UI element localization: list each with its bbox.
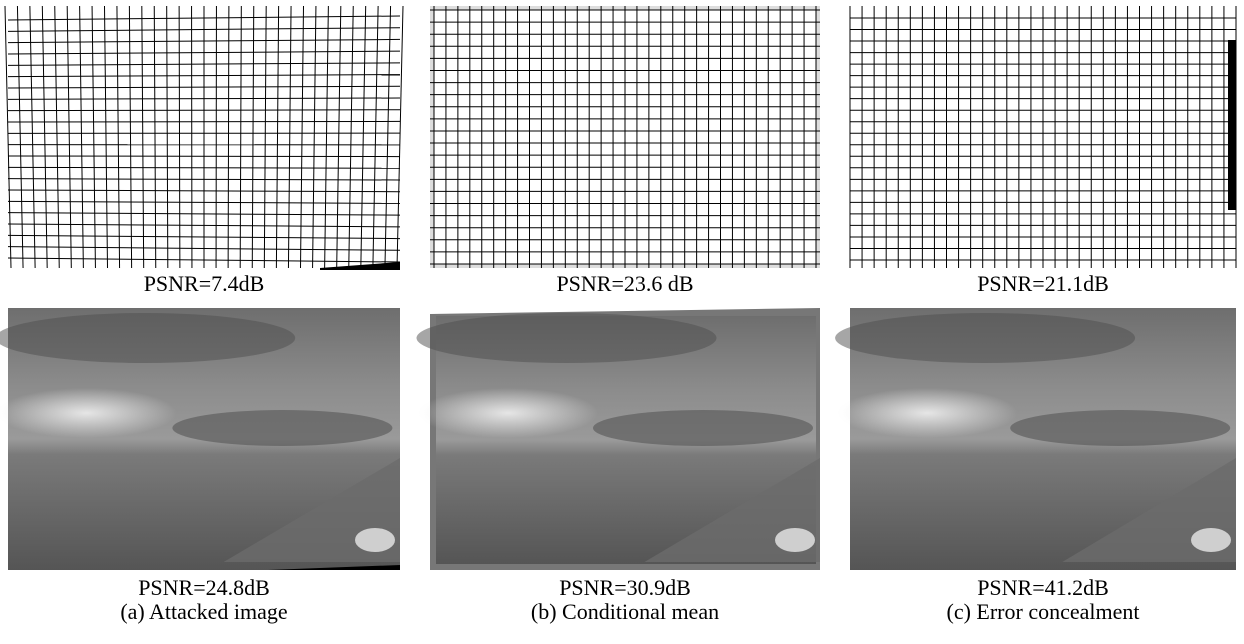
cloud — [593, 410, 813, 446]
glow — [418, 388, 598, 438]
cloud — [1010, 410, 1230, 446]
grid-image — [850, 6, 1236, 268]
dark-cloud — [835, 313, 1135, 363]
panel-caption: (b) Conditional mean — [531, 599, 719, 624]
foam — [355, 528, 395, 552]
cloud — [172, 410, 392, 446]
glow — [0, 388, 176, 438]
panel-caption: (c) Error concealment — [947, 599, 1140, 624]
dark-cloud — [0, 313, 295, 363]
foam — [1191, 528, 1231, 552]
photo — [0, 308, 400, 570]
grid-image — [5, 6, 403, 270]
grid-psnr: PSNR=23.6 dB — [556, 271, 693, 296]
grid-psnr: PSNR=21.1dB — [977, 271, 1109, 296]
photo — [835, 308, 1236, 570]
grid-psnr: PSNR=7.4dB — [144, 271, 265, 296]
grid-line — [8, 156, 400, 157]
panel-caption: (a) Attacked image — [120, 599, 287, 624]
dark-cloud — [417, 313, 717, 363]
figure: PSNR=7.4dB PSNR=24.8dB(a) Attacked image P… — [0, 0, 1244, 644]
grid-line — [8, 121, 400, 122]
black-wedge — [320, 262, 400, 270]
photo-psnr: PSNR=24.8dB — [138, 575, 270, 600]
photo-psnr: PSNR=30.9dB — [559, 575, 691, 600]
foam — [775, 528, 815, 552]
glow — [837, 388, 1017, 438]
photo-psnr: PSNR=41.2dB — [977, 575, 1109, 600]
photo — [417, 308, 821, 570]
panels: PSNR=7.4dB PSNR=24.8dB(a) Attacked image P… — [0, 6, 1236, 624]
black-edge — [1228, 40, 1236, 210]
grid-image — [430, 6, 820, 268]
